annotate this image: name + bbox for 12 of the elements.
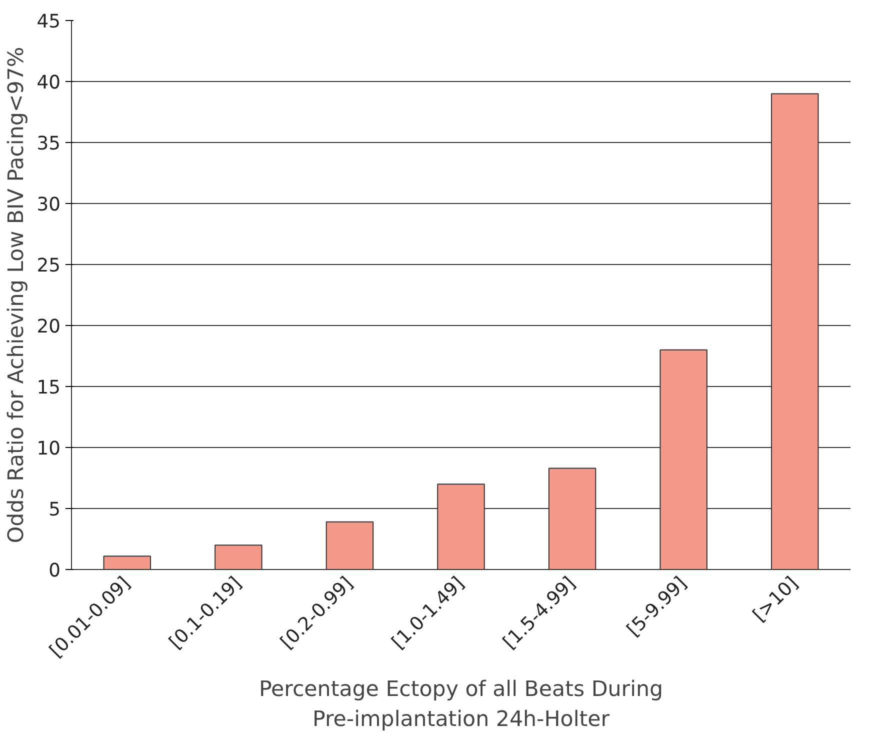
y-tick-label: 0 — [48, 560, 61, 582]
y-tick-label: 40 — [36, 72, 61, 94]
y-tick-label: 5 — [48, 500, 61, 520]
y-tick-label: 30 — [36, 194, 61, 216]
y-tick-label: 35 — [36, 134, 61, 154]
y-tick-label: 25 — [36, 256, 61, 276]
y-axis-title: Odds Ratio for Achieving Low BIV Pacing<97% — [4, 46, 29, 544]
y-tick-label: 10 — [36, 438, 61, 460]
y-tick-label: 20 — [36, 316, 61, 338]
y-tick-label: 45 — [36, 12, 61, 32]
x-axis-title: Percentage Ectopy of all Beats During Pre-implantation 24h-Holter — [258, 677, 664, 732]
y-tick-label: 15 — [36, 378, 61, 398]
